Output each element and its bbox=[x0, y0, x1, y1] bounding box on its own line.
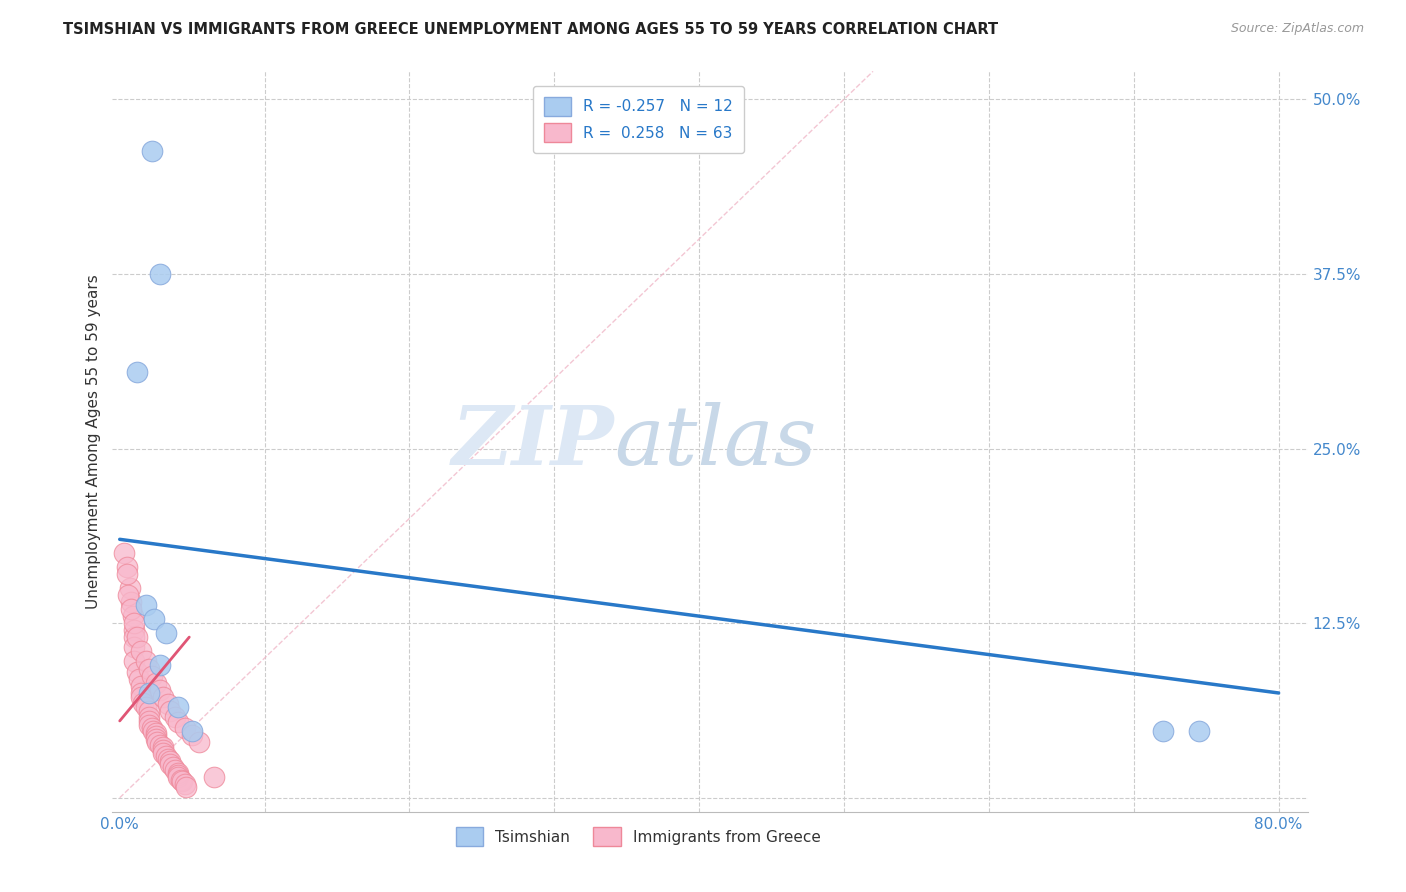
Point bbox=[138, 704, 160, 718]
Point bbox=[166, 770, 188, 784]
Point bbox=[152, 690, 174, 705]
Point bbox=[159, 704, 181, 718]
Point bbox=[170, 774, 193, 789]
Point bbox=[202, 770, 225, 784]
Point bbox=[138, 714, 160, 728]
Point bbox=[174, 777, 197, 791]
Point bbox=[166, 700, 188, 714]
Point bbox=[112, 546, 135, 560]
Point bbox=[121, 609, 143, 624]
Point bbox=[122, 616, 145, 631]
Point bbox=[166, 768, 188, 782]
Point bbox=[163, 710, 186, 724]
Point bbox=[115, 560, 138, 574]
Point bbox=[156, 697, 179, 711]
Point bbox=[1188, 723, 1211, 738]
Point bbox=[156, 751, 179, 765]
Point bbox=[149, 738, 172, 752]
Point bbox=[131, 690, 153, 705]
Point bbox=[118, 581, 141, 595]
Point bbox=[135, 598, 157, 612]
Point bbox=[122, 640, 145, 654]
Point bbox=[145, 726, 167, 740]
Point bbox=[149, 267, 172, 281]
Text: atlas: atlas bbox=[614, 401, 817, 482]
Point bbox=[159, 757, 181, 772]
Point bbox=[122, 654, 145, 668]
Point bbox=[128, 672, 150, 686]
Point bbox=[135, 654, 157, 668]
Point bbox=[174, 721, 197, 735]
Text: ZIP: ZIP bbox=[451, 401, 614, 482]
Point bbox=[163, 763, 186, 777]
Point bbox=[1152, 723, 1174, 738]
Point bbox=[131, 679, 153, 693]
Point bbox=[146, 735, 169, 749]
Legend: Tsimshian, Immigrants from Greece: Tsimshian, Immigrants from Greece bbox=[450, 822, 827, 852]
Point bbox=[122, 630, 145, 644]
Point bbox=[120, 595, 142, 609]
Point bbox=[155, 748, 177, 763]
Point bbox=[181, 728, 204, 742]
Point bbox=[166, 715, 188, 730]
Point bbox=[138, 686, 160, 700]
Point bbox=[176, 780, 198, 794]
Point bbox=[117, 588, 139, 602]
Point bbox=[181, 723, 204, 738]
Point bbox=[131, 686, 153, 700]
Y-axis label: Unemployment Among Ages 55 to 59 years: Unemployment Among Ages 55 to 59 years bbox=[86, 274, 101, 609]
Point bbox=[131, 644, 153, 658]
Point bbox=[120, 602, 142, 616]
Point bbox=[127, 365, 149, 379]
Point bbox=[169, 772, 191, 787]
Point bbox=[115, 567, 138, 582]
Point bbox=[138, 710, 160, 724]
Point bbox=[141, 721, 163, 735]
Point bbox=[138, 718, 160, 732]
Point bbox=[162, 760, 184, 774]
Point bbox=[159, 755, 181, 769]
Point bbox=[141, 669, 163, 683]
Point bbox=[152, 740, 174, 755]
Point bbox=[122, 623, 145, 637]
Text: TSIMSHIAN VS IMMIGRANTS FROM GREECE UNEMPLOYMENT AMONG AGES 55 TO 59 YEARS CORRE: TSIMSHIAN VS IMMIGRANTS FROM GREECE UNEM… bbox=[63, 22, 998, 37]
Point bbox=[166, 765, 188, 780]
Point bbox=[152, 746, 174, 760]
Point bbox=[155, 626, 177, 640]
Point bbox=[145, 732, 167, 747]
Point bbox=[132, 696, 155, 710]
Point bbox=[152, 743, 174, 757]
Point bbox=[138, 662, 160, 676]
Text: Source: ZipAtlas.com: Source: ZipAtlas.com bbox=[1230, 22, 1364, 36]
Point bbox=[145, 676, 167, 690]
Point bbox=[141, 144, 163, 158]
Point bbox=[149, 683, 172, 698]
Point bbox=[142, 723, 165, 738]
Point bbox=[127, 665, 149, 679]
Point bbox=[149, 658, 172, 673]
Point bbox=[135, 700, 157, 714]
Point bbox=[188, 735, 211, 749]
Point bbox=[145, 729, 167, 743]
Point bbox=[127, 630, 149, 644]
Point bbox=[143, 612, 166, 626]
